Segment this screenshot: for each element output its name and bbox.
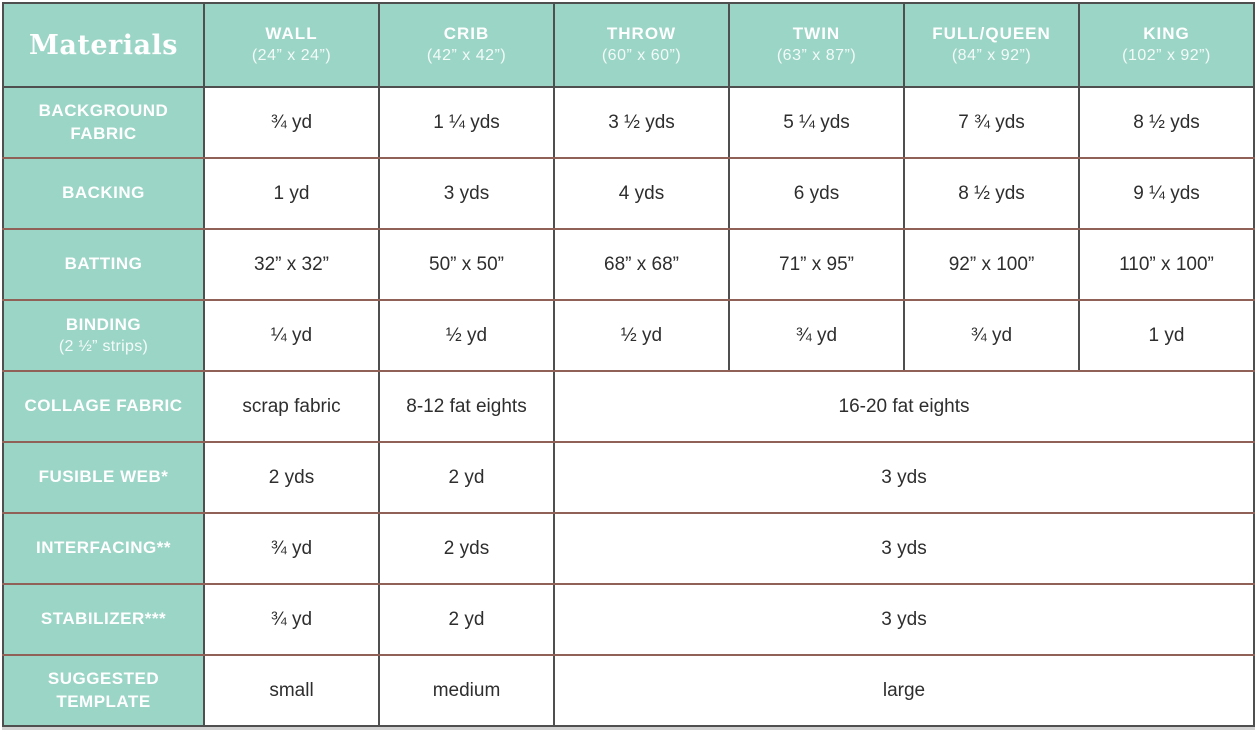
column-size: (102” x 92”) (1122, 47, 1211, 65)
table-cell: 3 ½ yds (553, 86, 730, 159)
row-label-cell: COLLAGE FABRIC (2, 370, 205, 443)
row-label: STABILIZER*** (40, 609, 167, 629)
column-name: KING (1143, 24, 1190, 44)
table-cell: ½ yd (378, 299, 555, 372)
table-cell: 1 yd (203, 157, 380, 230)
table-cell: 110” x 100” (1078, 228, 1255, 301)
table-cell: 8 ½ yds (903, 157, 1080, 230)
table-cell: 92” x 100” (903, 228, 1080, 301)
table-title: Materials (29, 29, 178, 61)
table-cell: 6 yds (728, 157, 905, 230)
column-header-throw: THROW (60” x 60”) (553, 3, 730, 88)
table-row-interfacing: INTERFACING** ¾ yd 2 yds 3 yds (2, 512, 1255, 585)
table-cell: 8 ½ yds (1078, 86, 1255, 159)
table-cell: ½ yd (553, 299, 730, 372)
column-header-full-queen: FULL/QUEEN (84” x 92”) (903, 3, 1080, 88)
row-label-cell: FUSIBLE WEB* (2, 441, 205, 514)
table-cell: 71” x 95” (728, 228, 905, 301)
column-name: WALL (265, 24, 318, 44)
table-cell: 8-12 fat eights (378, 370, 555, 443)
table-cell: ¾ yd (203, 583, 380, 656)
row-label-cell: BACKING (2, 157, 205, 230)
row-label: INTERFACING** (36, 538, 171, 558)
table-cell-merged: large (553, 654, 1255, 727)
row-label: BACKGROUND FABRIC (38, 100, 169, 143)
column-name: FULL/QUEEN (932, 24, 1051, 44)
table-cell: 50” x 50” (378, 228, 555, 301)
row-sublabel: (2 ½” strips) (58, 337, 149, 355)
row-label-cell: BINDING (2 ½” strips) (2, 299, 205, 372)
row-label: BACKING (62, 183, 145, 203)
row-label-cell: SUGGESTED TEMPLATE (2, 654, 205, 727)
table-row-batting: BATTING 32” x 32” 50” x 50” 68” x 68” 71… (2, 228, 1255, 301)
row-label: FUSIBLE WEB* (38, 467, 169, 487)
table-cell-merged: 3 yds (553, 583, 1255, 656)
row-label: SUGGESTED TEMPLATE (47, 668, 160, 711)
table-cell: 2 yd (378, 583, 555, 656)
materials-table-container: Materials WALL (24” x 24”) CRIB (42” x 4… (2, 2, 1255, 727)
table-row-backing: BACKING 1 yd 3 yds 4 yds 6 yds 8 ½ yds 9… (2, 157, 1255, 230)
table-row-fusible-web: FUSIBLE WEB* 2 yds 2 yd 3 yds (2, 441, 1255, 514)
materials-table: Materials WALL (24” x 24”) CRIB (42” x 4… (2, 2, 1255, 727)
table-cell: 5 ¼ yds (728, 86, 905, 159)
table-row-collage-fabric: COLLAGE FABRIC scrap fabric 8-12 fat eig… (2, 370, 1255, 443)
row-label-cell: STABILIZER*** (2, 583, 205, 656)
column-size: (63” x 87”) (776, 47, 857, 65)
table-cell: medium (378, 654, 555, 727)
table-cell: 2 yd (378, 441, 555, 514)
table-cell: 1 yd (1078, 299, 1255, 372)
table-cell: 4 yds (553, 157, 730, 230)
table-cell: ¾ yd (203, 512, 380, 585)
table-row-suggested-template: SUGGESTED TEMPLATE small medium large (2, 654, 1255, 727)
column-size: (42” x 42”) (426, 47, 507, 65)
table-row-background-fabric: BACKGROUND FABRIC ¾ yd 1 ¼ yds 3 ½ yds 5… (2, 86, 1255, 159)
table-row-stabilizer: STABILIZER*** ¾ yd 2 yd 3 yds (2, 583, 1255, 656)
column-header-twin: TWIN (63” x 87”) (728, 3, 905, 88)
table-cell: small (203, 654, 380, 727)
column-name: CRIB (443, 24, 490, 44)
column-size: (24” x 24”) (251, 47, 332, 65)
table-cell: 3 yds (378, 157, 555, 230)
row-label-cell: INTERFACING** (2, 512, 205, 585)
table-cell: 32” x 32” (203, 228, 380, 301)
table-cell-merged: 3 yds (553, 441, 1255, 514)
table-cell: 7 ¾ yds (903, 86, 1080, 159)
table-cell: ¾ yd (728, 299, 905, 372)
table-cell: scrap fabric (203, 370, 380, 443)
row-label: COLLAGE FABRIC (24, 396, 183, 416)
column-name: TWIN (792, 24, 841, 44)
column-header-king: KING (102” x 92”) (1078, 3, 1255, 88)
table-cell: ¼ yd (203, 299, 380, 372)
column-size: (60” x 60”) (601, 47, 682, 65)
table-row-binding: BINDING (2 ½” strips) ¼ yd ½ yd ½ yd ¾ y… (2, 299, 1255, 372)
table-cell: 1 ¼ yds (378, 86, 555, 159)
column-header-wall: WALL (24” x 24”) (203, 3, 380, 88)
column-name: THROW (606, 24, 677, 44)
row-label-cell: BACKGROUND FABRIC (2, 86, 205, 159)
table-cell-merged: 3 yds (553, 512, 1255, 585)
table-cell: 68” x 68” (553, 228, 730, 301)
corner-header-cell: Materials (2, 3, 205, 88)
row-label: BINDING (65, 314, 142, 334)
table-cell: 9 ¼ yds (1078, 157, 1255, 230)
table-cell: 2 yds (203, 441, 380, 514)
row-label: BATTING (64, 254, 143, 274)
table-cell-merged: 16-20 fat eights (553, 370, 1255, 443)
table-cell: ¾ yd (203, 86, 380, 159)
column-size: (84” x 92”) (951, 47, 1032, 65)
row-label-cell: BATTING (2, 228, 205, 301)
column-header-crib: CRIB (42” x 42”) (378, 3, 555, 88)
header-row: Materials WALL (24” x 24”) CRIB (42” x 4… (2, 3, 1255, 88)
table-cell: 2 yds (378, 512, 555, 585)
table-cell: ¾ yd (903, 299, 1080, 372)
